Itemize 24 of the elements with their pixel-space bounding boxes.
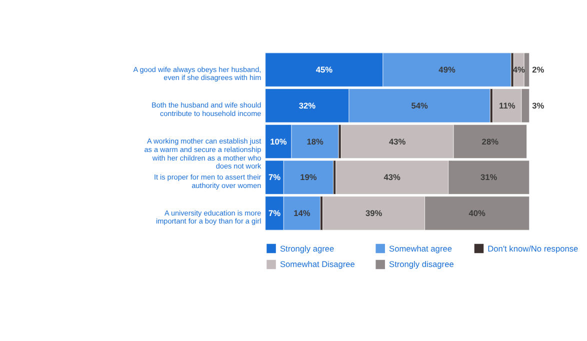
data-label: 2% <box>532 64 545 75</box>
data-label: 19% <box>300 172 318 182</box>
data-label: 7% <box>268 208 282 218</box>
data-label: 3% <box>532 100 545 110</box>
data-label: 43% <box>384 172 402 182</box>
data-label: 7% <box>268 172 282 182</box>
data-label: 11% <box>499 100 516 110</box>
data-label: 18% <box>306 136 324 146</box>
data-label: 40% <box>468 208 486 218</box>
legend-label: Don't know/No response <box>488 243 578 254</box>
data-label: 31% <box>480 172 498 182</box>
data-label: 45% <box>316 64 334 75</box>
data-label: 43% <box>389 136 406 146</box>
data-label: 14% <box>294 208 311 218</box>
legend-label: Strongly disagree <box>389 259 454 270</box>
legend-label: Somewhat Disagree <box>280 259 356 270</box>
data-label: 49% <box>438 64 456 75</box>
data-label: 10% <box>270 136 288 146</box>
legend-label: Strongly agree <box>280 243 334 254</box>
data-label: 54% <box>411 100 428 110</box>
legend-label: Somewhat agree <box>389 243 452 254</box>
data-label: 32% <box>298 100 316 110</box>
data-label: 39% <box>365 208 383 218</box>
data-label: 28% <box>482 136 500 146</box>
